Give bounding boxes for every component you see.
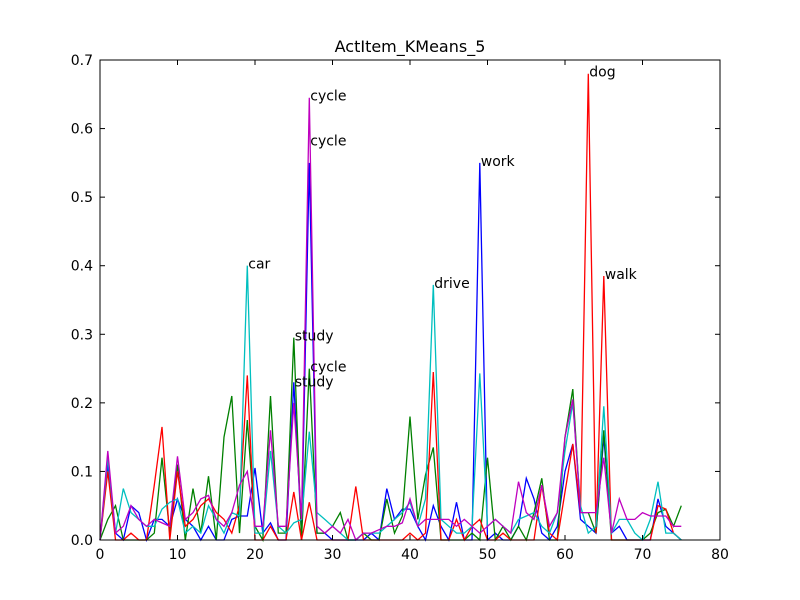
y-tick-label: 0.0 xyxy=(71,533,93,549)
x-tick-label: 0 xyxy=(96,547,105,563)
y-tick-label: 0.3 xyxy=(71,327,93,343)
y-tick-label: 0.7 xyxy=(71,53,93,69)
annotation-label: dog xyxy=(589,65,615,81)
y-tick-label: 0.5 xyxy=(71,190,93,206)
x-tick-label: 30 xyxy=(324,547,342,563)
series-line-3 xyxy=(99,265,682,542)
annotation-label: cycle xyxy=(310,133,346,149)
x-tick-label: 80 xyxy=(711,547,729,563)
annotation-label: cycle xyxy=(310,360,346,376)
y-tick-label: 0.1 xyxy=(71,464,93,480)
x-tick-label: 70 xyxy=(634,547,652,563)
chart-title: ActItem_KMeans_5 xyxy=(335,37,486,57)
x-tick-label: 60 xyxy=(556,547,574,563)
x-tick-label: 10 xyxy=(169,547,187,563)
series-line-4 xyxy=(99,97,682,542)
y-tick-label: 0.2 xyxy=(71,396,93,412)
annotation-label: study xyxy=(295,375,334,391)
annotation-label: work xyxy=(481,154,516,170)
annotation-label: walk xyxy=(605,267,638,283)
annotation-label: car xyxy=(248,257,270,273)
annotation-label: cycle xyxy=(310,89,346,105)
annotation-label: drive xyxy=(434,276,469,292)
y-tick-label: 0.6 xyxy=(71,122,93,138)
x-tick-label: 50 xyxy=(479,547,497,563)
annotation-label: study xyxy=(295,329,334,345)
plot-area: 0 10 20 30 40 50 60 70 80 0.0 0.1 0.2 0.3 0.4 0.5 0.6 0.… xyxy=(71,53,729,563)
x-tick-label: 40 xyxy=(401,547,419,563)
y-tick-label: 0.4 xyxy=(71,259,93,275)
x-tick-label: 20 xyxy=(246,547,264,563)
series-line-0 xyxy=(99,162,682,543)
